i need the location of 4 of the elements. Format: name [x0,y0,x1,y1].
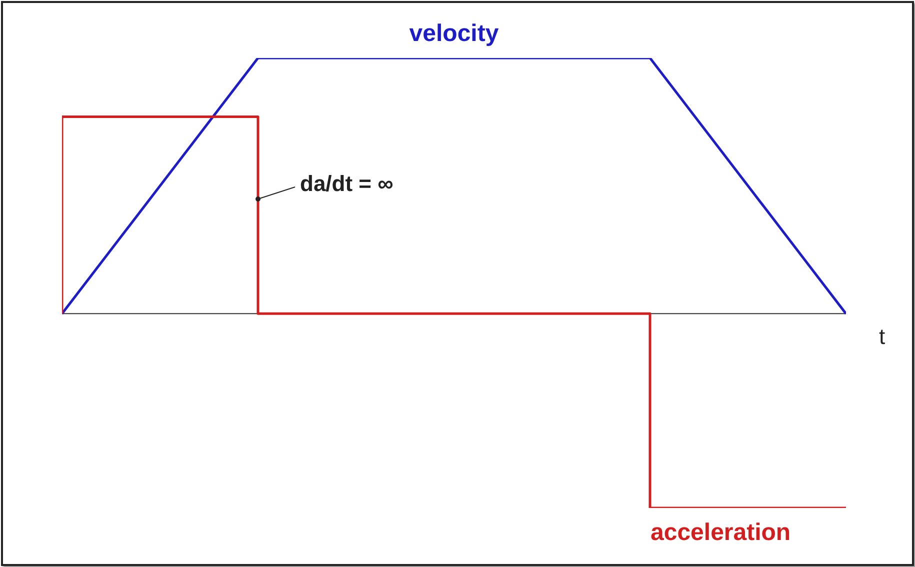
x-axis-title: t [878,324,886,350]
series-label: velocity [409,20,499,48]
series-label: acceleration [650,519,791,547]
annotation: da/dt = ∞ [300,170,394,197]
